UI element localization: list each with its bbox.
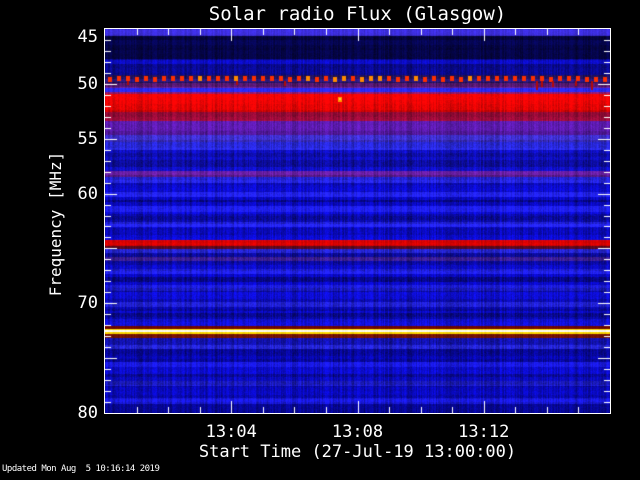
y-tick-label: 80 (77, 403, 98, 423)
y-tick-label: 45 (77, 27, 98, 47)
y-tick-label: 60 (77, 183, 98, 204)
updated-timestamp: Updated Mon Aug 5 10:16:14 2019 (2, 464, 160, 474)
y-tick-label: 70 (77, 293, 98, 314)
y-tick-label: 55 (77, 128, 98, 149)
plot-frame (104, 28, 611, 414)
spectrogram-canvas (105, 29, 610, 413)
y-axis-title: Frequency [MHz] (46, 151, 65, 297)
x-tick-label: 13:12 (458, 422, 510, 442)
x-tick-label: 13:04 (205, 422, 257, 442)
x-tick-label: 13:08 (331, 422, 384, 442)
y-tick-label: 50 (77, 73, 98, 94)
chart-title: Solar radio Flux (Glasgow) (208, 3, 507, 25)
x-axis-title: Start Time (27-Jul-19 13:00:00) (198, 442, 517, 462)
